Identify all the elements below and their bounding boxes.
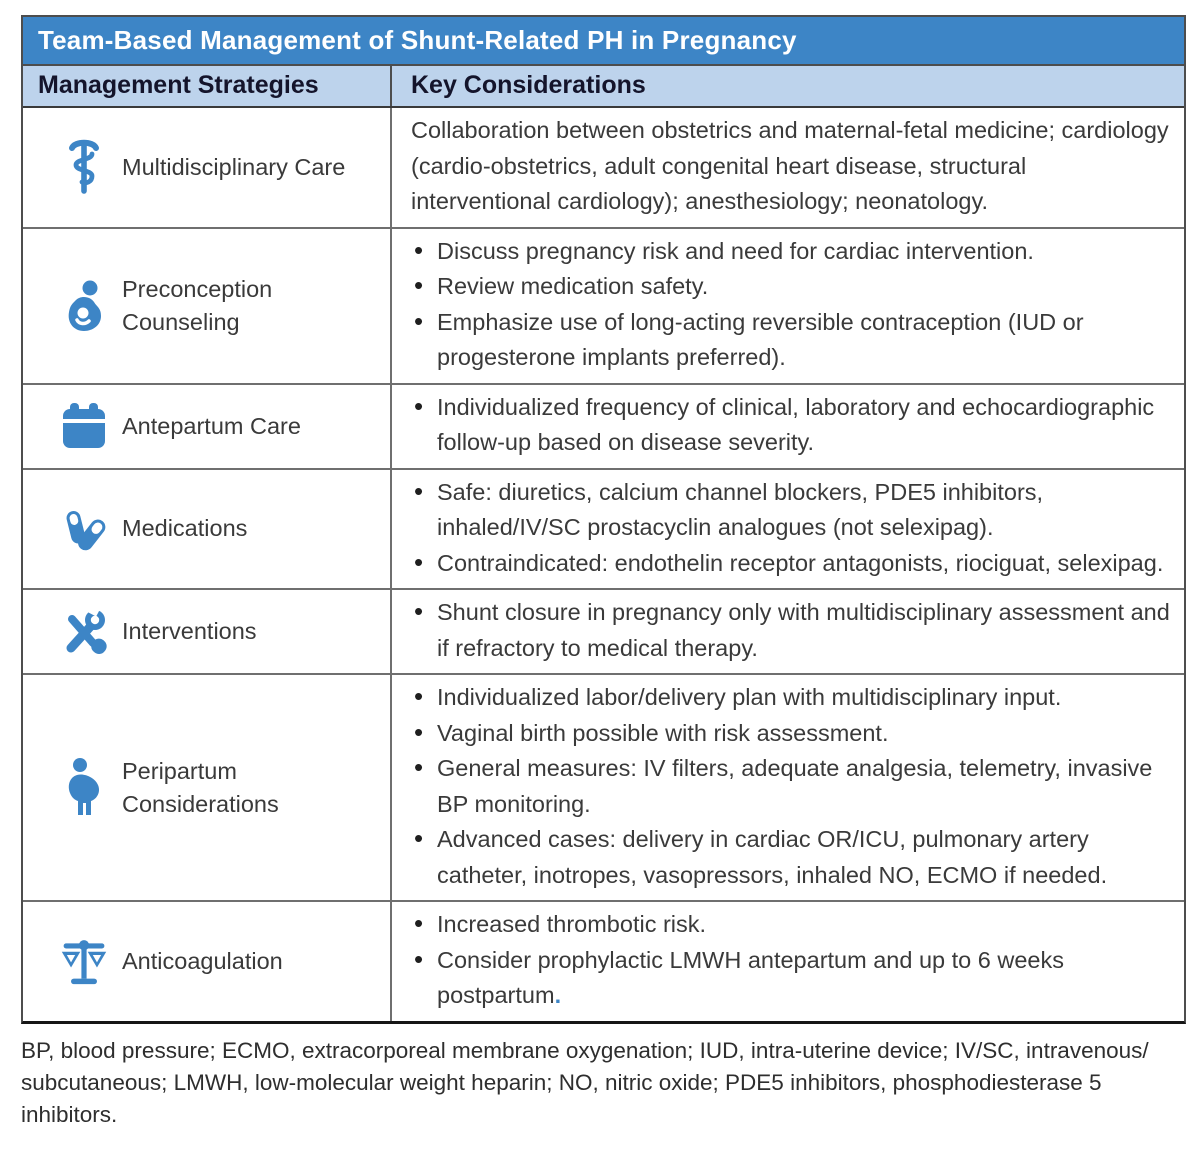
pills-icon: [59, 504, 109, 554]
strategy-cell: Multidisciplinary Care: [23, 108, 392, 227]
table-row: Multidisciplinary Care Collaboration betw…: [23, 108, 1184, 227]
blue-period: .: [554, 982, 562, 1008]
table-title: Team-Based Management of Shunt-Related P…: [23, 17, 1184, 64]
strategy-cell: Preconception Counseling: [23, 228, 392, 383]
considerations-list: Discuss pregnancy risk and need for card…: [411, 233, 1170, 376]
strategy-label: Antepartum Care: [122, 412, 301, 439]
considerations-list: Individualized frequency of clinical, la…: [411, 389, 1170, 461]
strategy-label: Interventions: [122, 618, 257, 644]
strategy-cell: Medications: [23, 469, 392, 588]
calendar-icon: [59, 401, 109, 451]
consideration-bullet: Increased thrombotic risk.: [411, 906, 1170, 943]
considerations-cell: Safe: diuretics, calcium channel blocker…: [392, 470, 1184, 589]
table-header-row: Management Strategies Key Considerations: [23, 64, 1184, 108]
considerations-list: Shunt closure in pregnancy only with mul…: [411, 594, 1170, 666]
consideration-bullet: General measures: IV filters, adequate a…: [411, 750, 1170, 822]
considerations-list: Increased thrombotic risk.Consider proph…: [411, 906, 1170, 1014]
considerations-cell: Individualized labor/delivery plan with …: [392, 675, 1184, 900]
strategy-label: Multidisciplinary Care: [122, 153, 346, 180]
balance-scale-icon: [59, 934, 109, 988]
considerations-cell: Individualized frequency of clinical, la…: [392, 385, 1184, 468]
consideration-bullet: Review medication safety.: [411, 268, 1170, 305]
considerations-cell: Increased thrombotic risk.Consider proph…: [392, 902, 1184, 1021]
consideration-bullet: Emphasize use of long-acting reversible …: [411, 304, 1170, 376]
table-row: Antepartum Care Individualized frequency …: [23, 382, 1184, 468]
considerations-list: Individualized labor/delivery plan with …: [411, 679, 1170, 893]
strategy-cell: Interventions: [23, 590, 392, 673]
consideration-bullet: Consider prophylactic LMWH antepartum an…: [411, 942, 1170, 1014]
strategy-label: Medications: [122, 515, 248, 542]
table-row: Interventions Shunt closure in pregnancy …: [23, 588, 1184, 673]
consideration-paragraph: Collaboration between obstetrics and mat…: [411, 117, 1169, 214]
consideration-bullet: Safe: diuretics, calcium channel blocker…: [411, 474, 1170, 546]
consideration-bullet: Discuss pregnancy risk and need for card…: [411, 233, 1170, 270]
consideration-bullet: Contraindicated: endothelin receptor ant…: [411, 545, 1170, 582]
rod-of-asclepius-icon: [59, 138, 109, 196]
column-header-management-strategies: Management Strategies: [23, 66, 392, 106]
column-header-key-considerations: Key Considerations: [411, 71, 646, 99]
mother-child-icon: [59, 279, 109, 333]
table-row: Preconception Counseling Discuss pregnanc…: [23, 226, 1184, 383]
considerations-cell: Discuss pregnancy risk and need for card…: [392, 229, 1184, 383]
strategy-cell: Peripartum Considerations: [23, 675, 392, 900]
table-body: Multidisciplinary Care Collaboration betw…: [23, 108, 1184, 1021]
strategy-label: Peripartum Considerations: [122, 757, 279, 817]
strategy-label: Anticoagulation: [122, 947, 283, 974]
bullet-text: Consider prophylactic LMWH antepartum an…: [437, 946, 1064, 1009]
considerations-list: Safe: diuretics, calcium channel blocker…: [411, 474, 1170, 582]
pregnant-person-icon: [59, 757, 109, 819]
management-table: Team-Based Management of Shunt-Related P…: [21, 15, 1186, 1024]
considerations-cell: Shunt closure in pregnancy only with mul…: [392, 590, 1184, 673]
consideration-bullet: Individualized frequency of clinical, la…: [411, 389, 1170, 461]
consideration-bullet: Individualized labor/delivery plan with …: [411, 679, 1170, 716]
consideration-bullet: Advanced cases: delivery in cardiac OR/I…: [411, 821, 1170, 893]
strategy-cell: Antepartum Care: [23, 384, 392, 468]
crossed-tools-icon: [59, 606, 109, 657]
consideration-bullet: Shunt closure in pregnancy only with mul…: [411, 594, 1170, 666]
considerations-cell: Collaboration between obstetrics and mat…: [392, 108, 1184, 227]
abbreviations-footnote: BP, blood pressure; ECMO, extracorporeal…: [21, 1037, 1149, 1127]
strategy-cell: Anticoagulation: [23, 902, 392, 1021]
strategy-label: Preconception Counseling: [122, 275, 273, 335]
table-row: Peripartum Considerations Individualized …: [23, 673, 1184, 900]
table-row: Anticoagulation Increased thrombotic risk…: [23, 900, 1184, 1021]
consideration-bullet: Vaginal birth possible with risk assessm…: [411, 715, 1170, 752]
table-row: Medications Safe: diuretics, calcium chan…: [23, 467, 1184, 589]
